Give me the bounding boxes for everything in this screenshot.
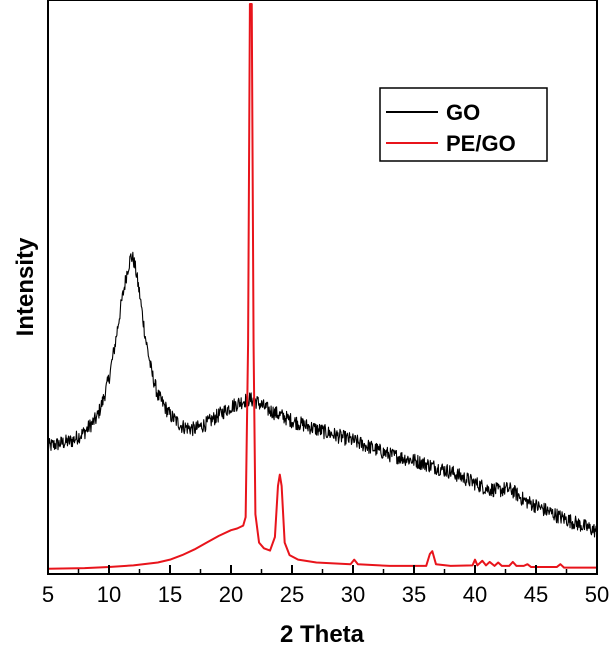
x-tick-label: 50: [585, 582, 609, 607]
legend-label-go: GO: [446, 100, 480, 125]
x-tick-label: 45: [524, 582, 548, 607]
x-axis-label: 2 Theta: [280, 621, 365, 648]
series-line-pe-go: [47, 3, 597, 570]
series-layer: [47, 3, 598, 570]
x-tick-label: 40: [463, 582, 487, 607]
x-tick-label: 5: [42, 582, 54, 607]
legend-label-pe-go: PE/GO: [446, 131, 516, 156]
x-tick-label: 20: [219, 582, 243, 607]
legend-entries: GO PE/GO: [386, 100, 516, 156]
ticks-layer: 5 10 15 20 25 30 35 40 45 50: [42, 565, 609, 607]
legend: GO PE/GO: [379, 87, 548, 162]
x-tick-label: 30: [341, 582, 365, 607]
series-line-go: [47, 251, 598, 538]
x-tick-label: 10: [97, 582, 121, 607]
legend-box: [379, 87, 548, 162]
x-tick-label: 25: [280, 582, 304, 607]
y-axis-label: Intensity: [12, 237, 39, 336]
x-tick-label: 15: [158, 582, 182, 607]
x-tick-label: 35: [402, 582, 426, 607]
